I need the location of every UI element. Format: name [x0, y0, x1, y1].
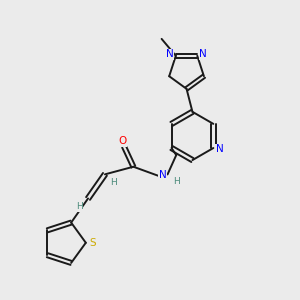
Text: S: S [89, 238, 96, 248]
Text: N: N [199, 49, 207, 59]
Text: N: N [166, 49, 174, 59]
Text: H: H [173, 177, 180, 186]
Text: H: H [76, 202, 83, 211]
Text: N: N [216, 145, 224, 154]
Text: N: N [159, 170, 167, 180]
Text: O: O [118, 136, 126, 146]
Text: H: H [110, 178, 117, 187]
